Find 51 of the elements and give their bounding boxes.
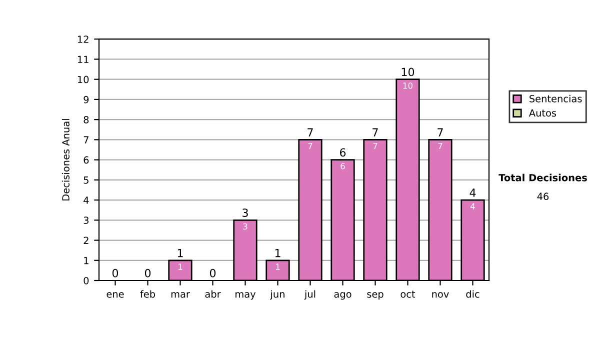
total-label: 10 (402, 68, 414, 76)
total-label: 7 (308, 128, 313, 136)
total-label: 6 (340, 148, 346, 157)
x-tick-label: oct (400, 290, 416, 298)
data-label: 6 (340, 162, 345, 170)
text: Total Decisiones (498, 174, 587, 182)
y-tick-label: 8 (84, 116, 89, 124)
x-tick-label: jun (270, 290, 284, 300)
y-tick-label: 6 (84, 156, 89, 164)
data-label: 7 (438, 142, 442, 150)
data-label: 4 (470, 203, 475, 210)
y-tick-label: 1 (84, 256, 88, 264)
data-label: 1 (178, 264, 182, 270)
total-label: 1 (178, 248, 183, 258)
x-tick-label: ago (334, 292, 352, 300)
x-tick-label: may (236, 292, 256, 300)
text: 46 (537, 192, 549, 200)
data-label: 7 (308, 142, 312, 150)
x-tick-label: nov (432, 292, 449, 298)
data-label: 7 (373, 142, 378, 150)
y-tick-label: 12 (78, 36, 88, 43)
legend-label: Autos (528, 109, 556, 117)
data-label: 1 (276, 264, 280, 270)
y-tick-label: 5 (84, 176, 88, 184)
legend-label: Sentencias (530, 94, 582, 102)
y-tick-label: 2 (84, 236, 88, 244)
data-label: 10 (403, 82, 412, 89)
x-tick-label: ene (106, 292, 124, 298)
total-label: 0 (144, 268, 151, 278)
total-label: 4 (470, 188, 476, 197)
y-tick-label: 11 (78, 56, 88, 63)
x-tick-label: abr (205, 290, 221, 298)
x-tick-label: sep (367, 292, 384, 300)
total-label: 1 (275, 248, 280, 258)
total-label: 0 (210, 268, 216, 278)
y-axis-title: Decisiones Anual (62, 119, 70, 200)
y-tick-label: 7 (84, 136, 88, 144)
y-tick-label: 4 (84, 196, 89, 204)
data-label: 3 (243, 223, 248, 230)
total-label: 7 (438, 128, 443, 136)
total-label: 7 (372, 128, 378, 136)
total-label: 0 (112, 268, 118, 278)
x-tick-label: jul (304, 290, 316, 300)
y-tick-label: 9 (84, 96, 89, 104)
x-tick-label: mar (171, 292, 190, 298)
x-tick-label: feb (140, 290, 156, 298)
x-tick-label: dic (466, 290, 480, 298)
total-label: 3 (242, 208, 248, 217)
y-tick-label: 10 (78, 76, 89, 84)
y-tick-label: 3 (84, 216, 88, 224)
y-tick-label: 0 (84, 276, 89, 284)
